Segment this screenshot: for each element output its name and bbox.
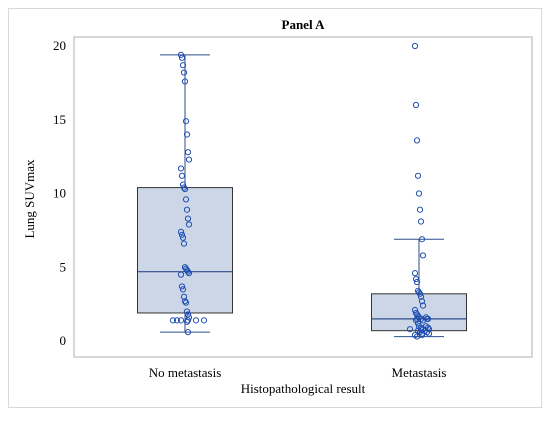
data-point xyxy=(419,252,427,259)
data-point xyxy=(177,317,185,324)
data-point xyxy=(183,318,191,325)
data-point xyxy=(179,286,187,293)
data-point xyxy=(415,190,423,197)
y-tick-label: 15 xyxy=(53,112,66,127)
data-point xyxy=(184,149,192,156)
data-point xyxy=(177,228,185,235)
data-point xyxy=(413,315,421,322)
data-point xyxy=(418,298,426,305)
data-point xyxy=(185,221,193,228)
data-point xyxy=(418,236,426,243)
data-point xyxy=(183,206,191,213)
data-point xyxy=(425,330,433,337)
data-point xyxy=(419,302,427,309)
data-point xyxy=(178,231,186,238)
y-axis-ticks: 0 5 10 15 20 xyxy=(53,38,66,348)
data-point xyxy=(184,215,192,222)
x-tick-label: Metastasis xyxy=(392,365,447,380)
y-tick-label: 20 xyxy=(53,38,66,53)
data-point xyxy=(200,317,208,324)
data-point xyxy=(177,271,185,278)
data-point xyxy=(178,54,186,61)
data-point xyxy=(413,278,421,286)
chart-frame: Panel A 0 5 10 15 20 No metastasis Metastasis… xyxy=(8,8,542,408)
data-point xyxy=(411,42,419,50)
box-group xyxy=(371,42,467,340)
data-point xyxy=(177,165,185,172)
data-point xyxy=(414,320,422,327)
data-point xyxy=(180,293,188,300)
data-point xyxy=(173,317,181,324)
data-point xyxy=(417,293,425,300)
data-point xyxy=(179,234,187,241)
x-axis-ticks: No metastasis Metastasis xyxy=(149,365,447,380)
data-point xyxy=(169,317,177,324)
data-point xyxy=(181,298,189,305)
data-point xyxy=(181,78,189,85)
y-tick-label: 10 xyxy=(53,186,66,201)
data-point xyxy=(416,206,424,213)
data-point xyxy=(192,317,200,324)
data-point xyxy=(417,326,425,333)
box-group xyxy=(137,51,233,336)
chart-title: Panel A xyxy=(282,17,326,32)
box-series xyxy=(137,42,467,340)
data-point xyxy=(184,268,192,275)
data-point xyxy=(417,218,425,225)
data-point xyxy=(180,240,188,247)
data-point xyxy=(178,172,186,179)
data-point xyxy=(177,51,185,58)
data-point xyxy=(183,131,191,138)
data-point xyxy=(413,137,421,144)
data-point xyxy=(185,156,193,163)
data-point xyxy=(182,299,190,306)
data-point xyxy=(413,333,421,340)
data-point xyxy=(412,101,420,109)
y-tick-label: 5 xyxy=(60,259,67,274)
data-point xyxy=(182,118,190,125)
x-axis-title: Histopathological result xyxy=(241,381,366,396)
data-point xyxy=(180,184,188,191)
data-point xyxy=(419,317,427,324)
data-point xyxy=(182,196,190,203)
data-point xyxy=(184,317,192,324)
data-point xyxy=(179,62,187,69)
data-point xyxy=(423,315,431,322)
y-tick-label: 0 xyxy=(60,333,67,348)
data-point xyxy=(185,270,193,277)
boxplot-chart: Panel A 0 5 10 15 20 No metastasis Metastasis… xyxy=(22,17,533,396)
x-tick-label: No metastasis xyxy=(149,365,222,380)
data-point xyxy=(411,270,419,277)
data-point xyxy=(181,185,189,193)
data-point xyxy=(414,172,422,179)
y-axis-title: Lung SUVmax xyxy=(22,159,37,239)
data-point xyxy=(180,69,188,76)
data-point xyxy=(412,275,420,283)
data-point xyxy=(184,329,192,336)
data-point xyxy=(178,283,186,290)
data-point xyxy=(183,308,191,315)
data-point xyxy=(416,290,424,297)
data-point xyxy=(184,311,192,318)
data-point xyxy=(406,326,414,333)
